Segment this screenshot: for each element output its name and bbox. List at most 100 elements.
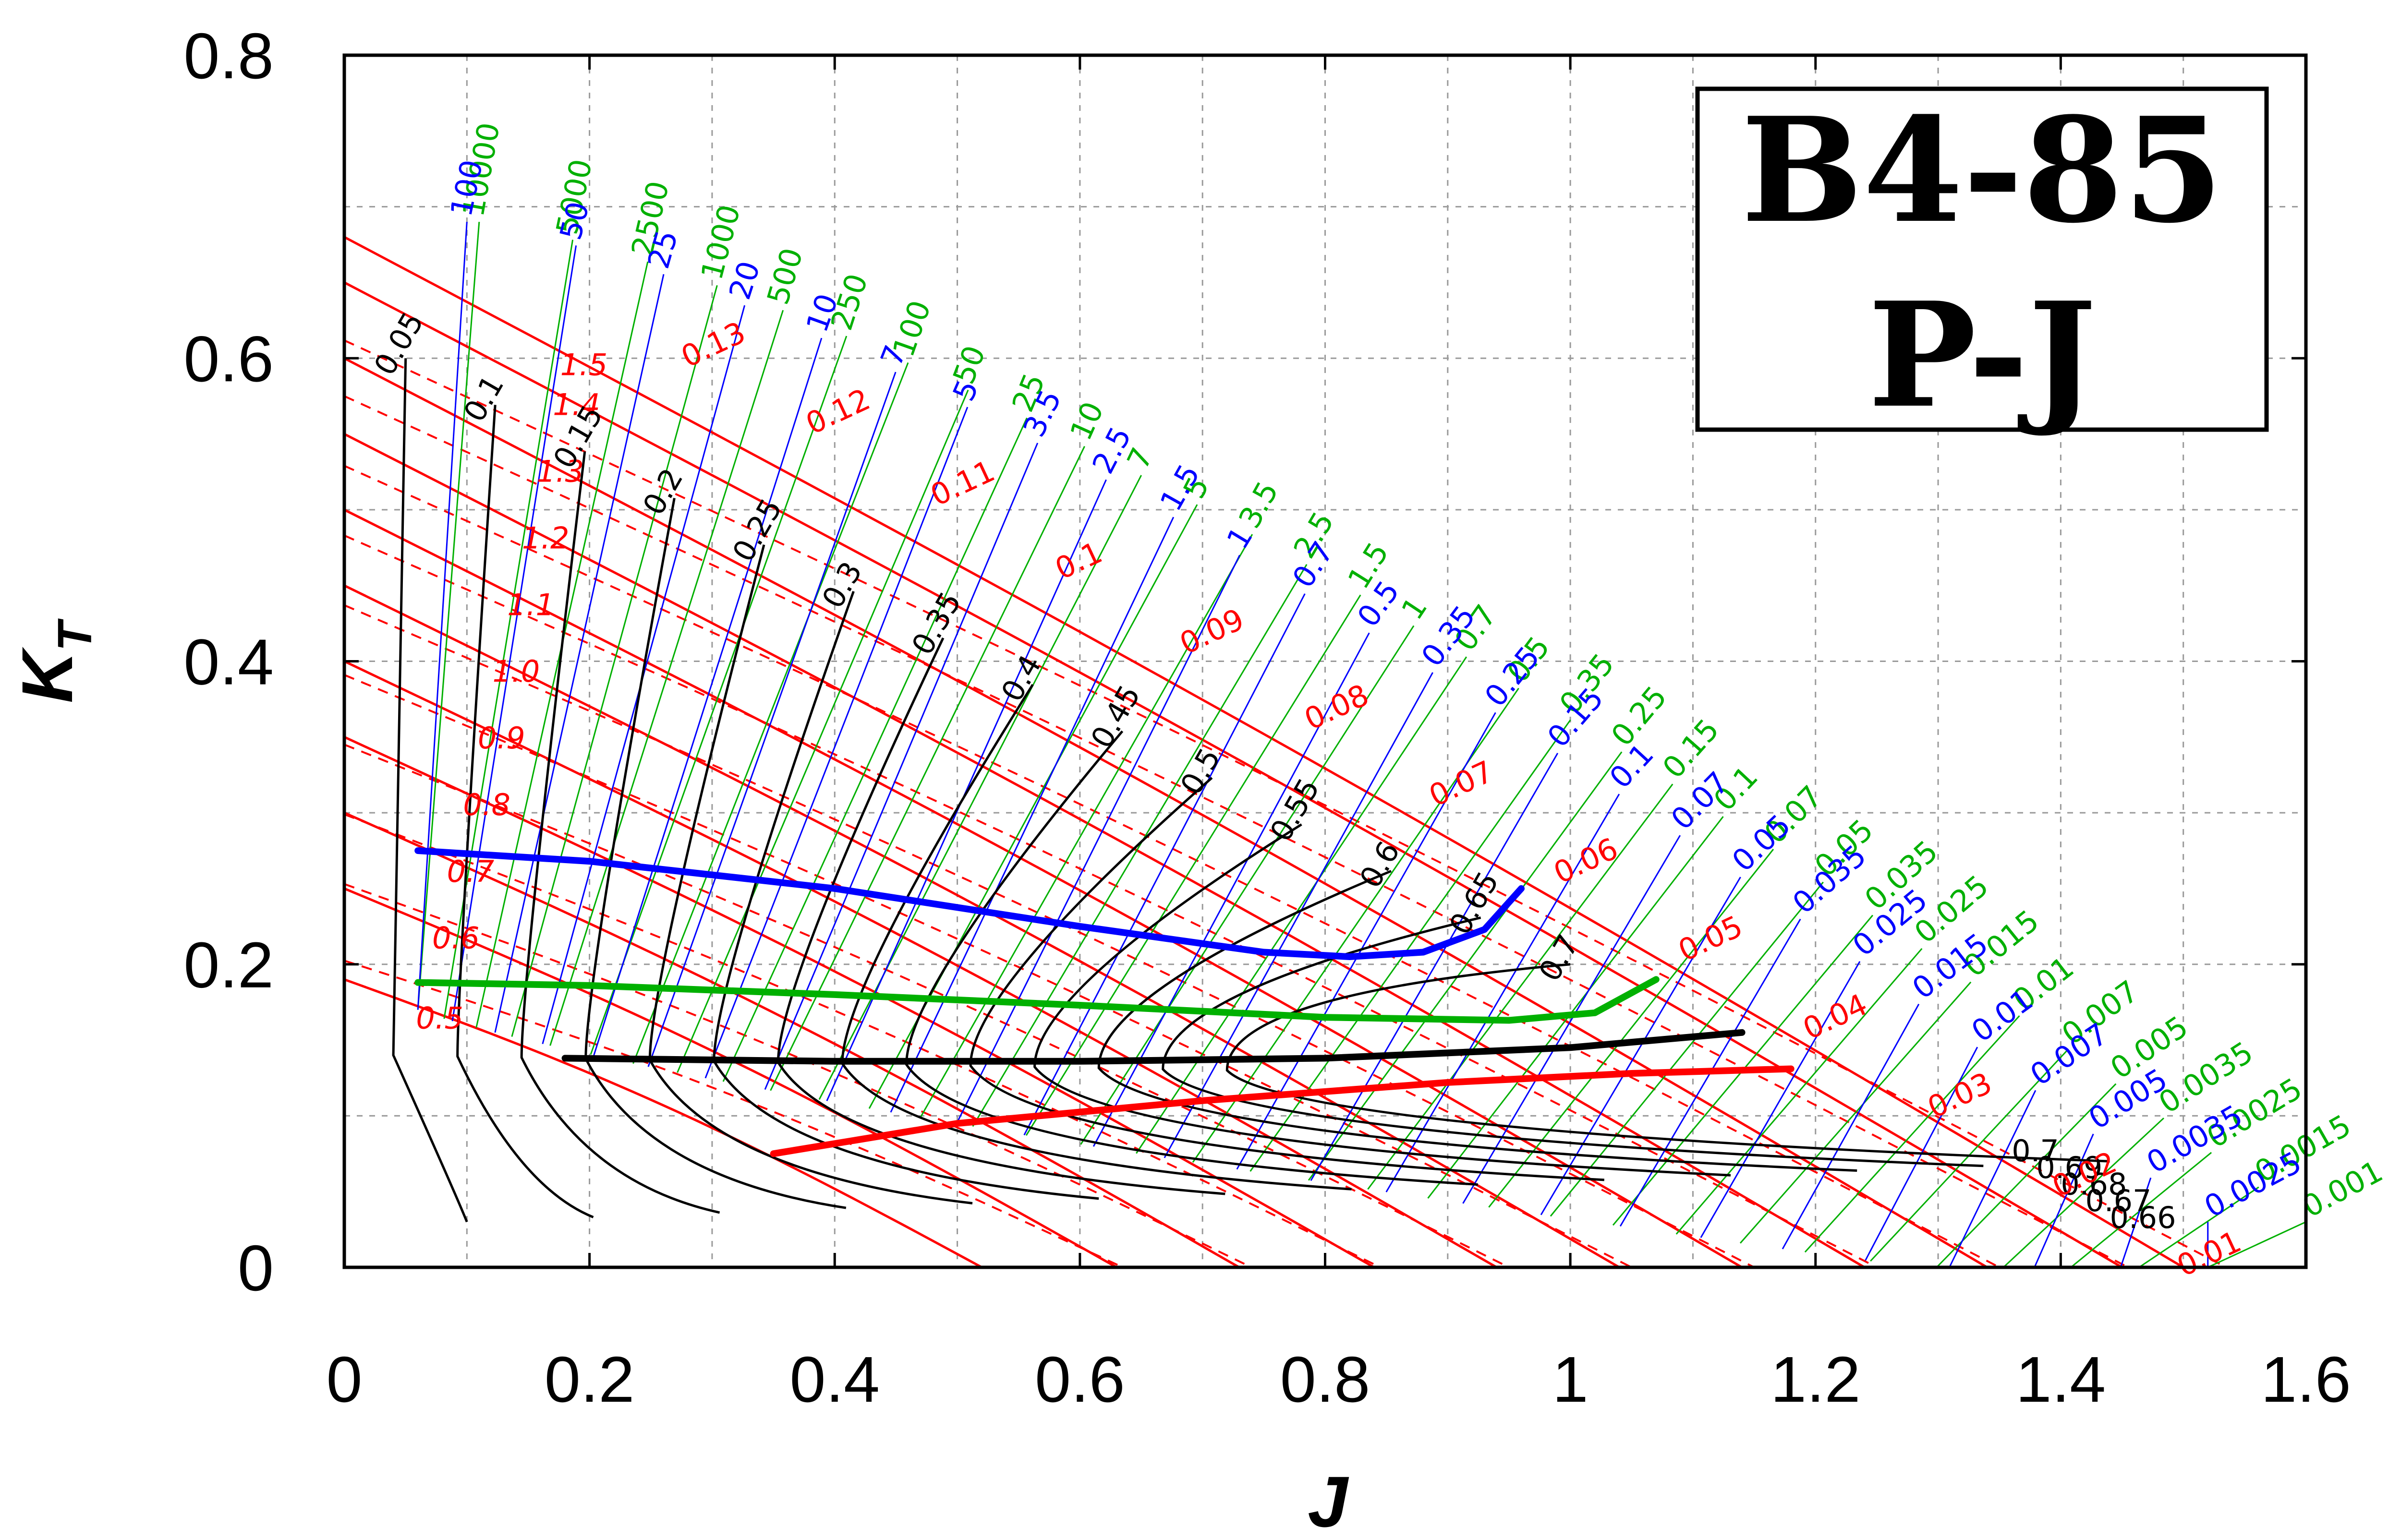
sigma-label: 0.07 xyxy=(1424,754,1499,814)
pitch-ratio-line xyxy=(344,236,2184,1267)
efficiency-contour xyxy=(969,777,1604,1181)
green-parameter-line xyxy=(1308,751,1623,1181)
title-box-line2: P-J xyxy=(1868,270,2097,440)
efficiency-contour xyxy=(841,684,1352,1191)
pitch-ratio-label: 0.6 xyxy=(432,921,480,956)
y-tick-label: 0.8 xyxy=(183,20,274,92)
plot-curves xyxy=(344,222,2306,1267)
green-parameter-line xyxy=(590,336,848,1055)
green-parameter-line xyxy=(972,564,1308,1127)
y-axis-title: KT xyxy=(7,618,102,703)
pitch-ratio-label: 1.5 xyxy=(560,347,608,382)
blue-parameter-line xyxy=(2034,1133,2094,1267)
pitch-ratio-dashed-line xyxy=(344,674,1632,1267)
efficiency-label: 0.69 xyxy=(2036,1150,2102,1185)
title-box: B4-85 P-J xyxy=(1695,85,2269,440)
green-parameter-line xyxy=(2138,1186,2259,1267)
x-tick-label: 1.2 xyxy=(1770,1343,1861,1416)
efficiency-label: 0.2 xyxy=(636,462,690,521)
blue-parameter-line xyxy=(494,274,665,1033)
sigma-label: 0.04 xyxy=(1797,987,1872,1047)
efficiency-contour xyxy=(456,405,594,1218)
efficiency-label: 0.1 xyxy=(457,369,511,428)
efficiency-contour xyxy=(905,730,1478,1186)
green-parameter-line xyxy=(1550,881,1824,1217)
efficiency-contour xyxy=(648,544,973,1204)
efficiency-label: 0.67 xyxy=(2085,1183,2151,1218)
y-axis-title-sub: T xyxy=(48,618,102,651)
y-tick-label: 0.4 xyxy=(183,626,274,698)
efficiency-label: 0.4 xyxy=(994,649,1048,708)
sigma-label: 0.12 xyxy=(800,382,875,442)
pitch-ratio-label: 0.9 xyxy=(478,721,525,756)
blue-parameter-line xyxy=(593,337,823,1056)
blue-parameter-line xyxy=(764,443,1039,1090)
efficiency-label: 0.25 xyxy=(726,493,789,567)
efficiency-contour xyxy=(584,498,847,1209)
blue-parameter-line xyxy=(1023,593,1306,1136)
efficiency-label: 0.3 xyxy=(815,555,869,614)
pitch-ratio-dashed-line xyxy=(344,534,1878,1267)
pitch-ratio-label: 1.2 xyxy=(522,520,570,555)
pitch-ratio-label: 1.4 xyxy=(553,387,600,422)
blue-parameter-line xyxy=(704,407,969,1079)
green-parameter-line xyxy=(549,310,784,1046)
blue-parameter-label: 0.1 xyxy=(1602,736,1661,795)
pitch-ratio-line xyxy=(344,811,1240,1267)
blue-parameter-line xyxy=(1385,794,1620,1192)
green-parameter-line xyxy=(722,417,1028,1082)
efficiency-label: 0.45 xyxy=(1084,679,1147,754)
y-axis-title-main: K xyxy=(7,647,87,703)
blue-parameter-line xyxy=(1782,1003,1920,1250)
green-parameter-line xyxy=(2070,1152,2212,1267)
x-tick-label: 0.4 xyxy=(789,1343,880,1416)
pitch-ratio-line xyxy=(344,736,1375,1267)
green-parameter-line xyxy=(1936,1083,2117,1267)
y-tick-label: 0.6 xyxy=(183,323,274,395)
pitch-ratio-line xyxy=(344,281,2123,1267)
x-tick-label: 1.6 xyxy=(2261,1343,2351,1416)
svg-text:KT: KT xyxy=(7,618,102,703)
pitch-ratio-dashed-line xyxy=(344,960,1124,1267)
pitch-ratio-label: 1.1 xyxy=(507,587,555,622)
green-parameter-label: 3.5 xyxy=(1232,476,1285,534)
efficiency-label: 0.68 xyxy=(2061,1167,2127,1202)
x-axis-title: J xyxy=(1308,1461,1349,1540)
pitch-ratio-dashed-line xyxy=(344,395,2129,1267)
x-tick-label: 0.2 xyxy=(545,1343,635,1416)
efficiency-contour xyxy=(1097,870,1857,1172)
sigma-label: 0.05 xyxy=(1673,908,1748,968)
blue-parameter-line xyxy=(647,372,897,1067)
green-parameter-line xyxy=(677,389,969,1073)
y-tick-label: 0 xyxy=(238,1232,274,1304)
pitch-ratio-label: 0.7 xyxy=(447,854,495,889)
x-tick-label: 0.6 xyxy=(1035,1343,1125,1416)
blue-parameter-line xyxy=(1949,1090,2037,1267)
blue-parameter-label: 1.5 xyxy=(1153,458,1207,517)
sigma-label: 0.11 xyxy=(925,453,1000,513)
green-parameter-label: 500 xyxy=(760,244,810,308)
efficiency-label: 0.5 xyxy=(1174,742,1228,801)
blue-parameter-line xyxy=(1462,835,1681,1204)
blue-parameter-line xyxy=(1700,961,1861,1238)
efficiency-label: 0.7 xyxy=(2012,1133,2059,1168)
efficiency-label: 0.05 xyxy=(367,306,430,381)
pitch-ratio-line xyxy=(344,978,982,1267)
green-parameter-line xyxy=(1025,594,1361,1136)
blue-parameter-line xyxy=(1540,877,1741,1215)
axis-ticks: 0 0.2 0.4 0.6 0.8 1 1.2 1.4 1.6 0 0.2 0.4 0.6 0.8 xyxy=(183,20,2351,1416)
blue-parameter-line xyxy=(417,222,468,1010)
green-parameter-line xyxy=(417,222,480,1010)
efficiency-contour xyxy=(1162,916,1984,1167)
pitch-ratio-line xyxy=(344,433,1866,1267)
blue-parameter-line xyxy=(2120,1177,2152,1267)
efficiency-contour xyxy=(1225,963,2110,1163)
green-parameter-line xyxy=(2003,1117,2164,1267)
envelope-curve-black xyxy=(561,1029,1746,1065)
envelope-curve-green xyxy=(414,976,1660,1024)
blue-parameter-line xyxy=(956,554,1240,1124)
envelope-curve-red xyxy=(770,1065,1795,1157)
pitch-ratio-line xyxy=(344,508,1743,1267)
efficiency-contour xyxy=(520,451,720,1214)
